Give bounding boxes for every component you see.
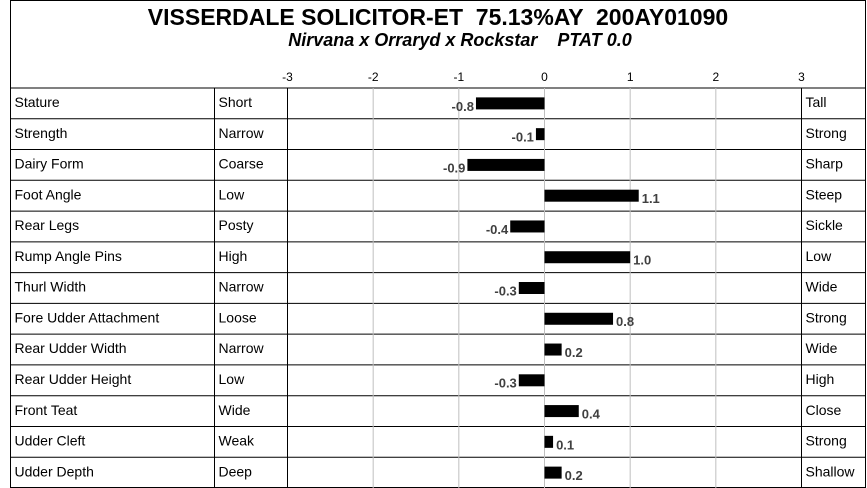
low-label: Low [219, 186, 246, 202]
low-label: Narrow [219, 125, 265, 141]
frame [10, 0, 866, 488]
value-label: -0.4 [486, 222, 509, 237]
trait-label: Udder Depth [15, 463, 94, 479]
value-label: 1.0 [633, 253, 651, 268]
value-label: -0.3 [494, 283, 516, 298]
low-label: High [219, 248, 248, 264]
high-label: Sickle [806, 217, 844, 233]
bar [535, 128, 545, 141]
trait-label: Dairy Form [15, 156, 84, 172]
value-label: 1.1 [642, 191, 660, 206]
bar [475, 97, 545, 110]
low-label: Wide [219, 402, 251, 418]
value-label: 0.4 [582, 407, 601, 422]
chart-title: VISSERDALE SOLICITOR-ET 75.13%AY 200AY01… [148, 4, 728, 30]
x-tick-label: 0 [541, 70, 548, 84]
value-label: -0.9 [443, 160, 465, 175]
x-tick-label: -2 [368, 70, 379, 84]
chart-subtitle: Nirvana x Orraryd x Rockstar PTAT 0.0 [288, 30, 631, 50]
high-label: Wide [806, 279, 838, 295]
high-label: Steep [806, 186, 843, 202]
low-label: Posty [219, 217, 254, 233]
bar [544, 435, 554, 448]
bar [544, 466, 562, 479]
low-label: Deep [219, 463, 253, 479]
bar [510, 220, 545, 233]
bar [544, 312, 614, 325]
x-tick-label: -1 [453, 70, 464, 84]
x-tick-label: -3 [282, 70, 293, 84]
value-label: 0.1 [556, 437, 574, 452]
value-label: -0.8 [452, 99, 474, 114]
low-label: Narrow [219, 279, 265, 295]
value-label: 0.2 [565, 345, 583, 360]
trait-label: Rear Legs [15, 217, 80, 233]
low-label: Short [219, 94, 253, 110]
trait-label: Fore Udder Attachment [15, 309, 160, 325]
high-label: Low [806, 248, 833, 264]
low-label: Loose [219, 309, 257, 325]
bar [544, 189, 639, 202]
low-label: Low [219, 371, 246, 387]
x-tick-label: 3 [798, 70, 805, 84]
x-tick-label: 1 [627, 70, 634, 84]
bar [544, 343, 562, 356]
trait-label: Stature [15, 94, 60, 110]
trait-label: Rear Udder Width [15, 340, 127, 356]
high-label: Wide [806, 340, 838, 356]
trait-label: Udder Cleft [15, 433, 86, 449]
low-label: Weak [219, 433, 256, 449]
trait-label: Foot Angle [15, 186, 82, 202]
high-label: Tall [806, 94, 827, 110]
value-label: 0.8 [616, 314, 634, 329]
high-label: Strong [806, 433, 847, 449]
high-label: Strong [806, 309, 847, 325]
trait-label: Rump Angle Pins [15, 248, 122, 264]
value-label: -0.1 [512, 130, 534, 145]
value-label: -0.3 [494, 376, 516, 391]
low-label: Coarse [219, 156, 264, 172]
high-label: Strong [806, 125, 847, 141]
trait-label: Rear Udder Height [15, 371, 132, 387]
trait-label: Strength [15, 125, 68, 141]
bar [544, 251, 631, 264]
high-label: Shallow [806, 463, 856, 479]
high-label: High [806, 371, 835, 387]
high-label: Sharp [806, 156, 844, 172]
low-label: Narrow [219, 340, 265, 356]
x-tick-label: 2 [712, 70, 719, 84]
trait-label: Thurl Width [15, 279, 87, 295]
high-label: Close [806, 402, 842, 418]
value-label: 0.2 [565, 468, 583, 483]
bar [518, 374, 545, 387]
bar [518, 282, 545, 294]
bar [544, 405, 579, 418]
trait-label: Front Teat [15, 402, 78, 418]
bar [467, 158, 545, 171]
